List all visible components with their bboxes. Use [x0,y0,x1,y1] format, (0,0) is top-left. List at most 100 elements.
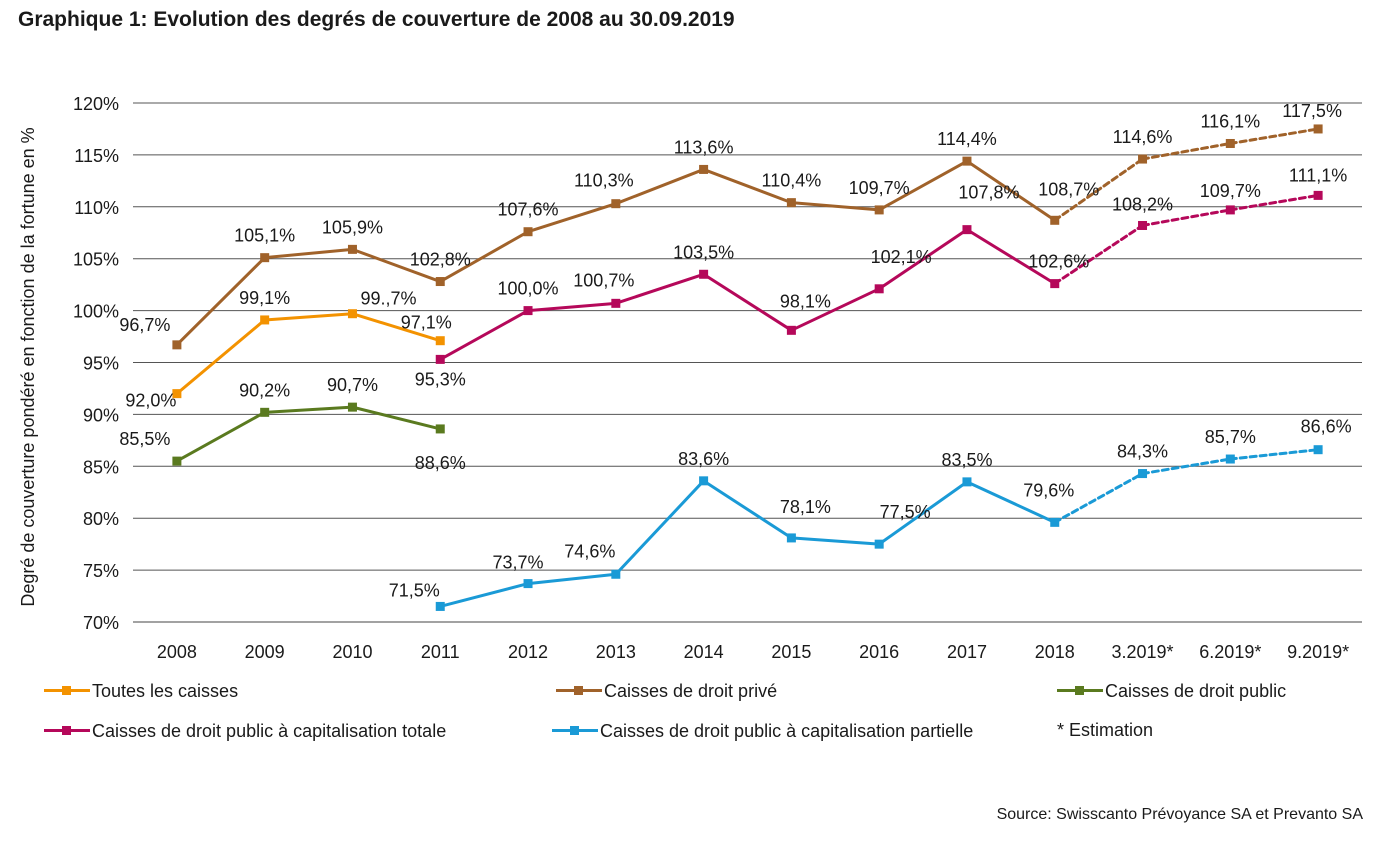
data-point [172,389,182,399]
series-line-segment [789,536,881,546]
legend-item-public-partielle: Caisses de droit public à capitalisation… [552,719,973,743]
data-label: 99,1% [239,288,290,308]
data-label: 90,7% [327,375,378,395]
series-line-segment [263,247,354,260]
data-point [1313,190,1323,200]
data-label: 102,6% [1028,252,1089,272]
x-tick-label: 2016 [859,642,899,662]
data-point [172,340,182,350]
series-line-segment [438,230,530,284]
series-line-segment [438,309,530,361]
data-point [260,315,270,325]
y-tick-label: 110% [74,198,119,218]
series-line-segment [614,272,706,305]
data-label: 71,5% [389,580,440,600]
x-tick-label: 9.2019* [1287,642,1349,662]
data-label: 84,3% [1117,442,1168,462]
data-point [1050,215,1060,225]
data-point [1138,154,1148,164]
data-point [874,205,884,215]
legend-swatch [552,719,598,743]
data-point [611,298,621,308]
y-tick-label: 90% [83,405,119,425]
data-label: 90,2% [239,380,290,400]
data-label: 109,7% [1200,181,1261,201]
data-point [435,336,445,346]
y-tick-label: 120% [73,94,119,114]
legend-swatch [1057,679,1103,703]
series-line-segment [789,287,881,332]
series-line-segment [175,318,267,396]
data-point [874,539,884,549]
series-line-segment [526,301,618,313]
data-label: 99.,7% [360,289,416,309]
data-label: 107,8% [958,183,1019,203]
legend-swatch [44,679,90,703]
y-tick-label: 95% [83,354,119,374]
y-tick-label: 105% [73,250,119,270]
data-label: 111,1% [1289,165,1347,185]
series-markers [172,124,1323,611]
x-tick-label: 2011 [421,642,460,662]
data-label: 97,1% [401,313,452,333]
data-label: 100,7% [573,270,634,290]
data-point [435,277,445,287]
series-lines [175,127,1320,608]
y-tick-label: 70% [83,613,119,633]
data-label: 114,6% [1113,127,1173,147]
data-point [347,244,357,254]
data-point [786,198,796,208]
series-line-segment [965,228,1057,286]
series-line-segment [263,312,354,322]
data-label: 88,6% [415,453,466,473]
x-tick-label: 2015 [771,642,811,662]
y-tick-label: 115% [74,146,119,166]
data-point [1050,279,1060,289]
data-point [962,225,972,235]
data-label: 86,6% [1301,417,1352,437]
data-label: 92,0% [125,391,176,411]
legend-swatch [556,679,602,703]
data-label: 83,5% [941,450,992,470]
data-point [1225,205,1235,215]
series-line-segment [965,159,1057,222]
data-point [523,227,533,237]
data-point [1313,445,1323,455]
series-line-segment [877,159,969,212]
series-line-segment [1228,448,1320,461]
x-tick-label: 2013 [596,642,636,662]
series-line-segment [175,256,267,347]
legend-label: Caisses de droit public à capitalisation… [92,720,447,741]
series-line-segment [877,480,969,546]
x-tick-label: 2010 [332,642,372,662]
data-label: 113,6% [674,137,734,157]
x-tick-label: 2014 [684,642,724,662]
data-point [699,269,709,279]
series-line-segment [1141,208,1232,227]
series-line-segment [1141,457,1232,476]
x-axis-ticks: 2008 2009 2010 2011 2012 2013 2014 2015 2016 2017… [157,642,1349,662]
data-label: 74,6% [564,541,615,561]
data-label: 103,5% [673,242,734,262]
data-point [962,156,972,166]
series-line-segment [1141,141,1232,161]
gridlines [133,102,1362,623]
data-label: 102,1% [871,247,932,267]
data-point [435,601,445,611]
x-tick-label: 2018 [1035,642,1075,662]
data-label: 85,7% [1205,427,1256,447]
data-label: 78,1% [780,497,831,517]
series-line-segment [702,479,793,540]
legend-item-toutes: Toutes les caisses [44,679,238,703]
data-label: 108,7% [1038,179,1099,199]
source-note: Source: Swisscanto Prévoyance SA et Prev… [996,806,1363,823]
series-line-segment [350,405,442,431]
data-label: 110,3% [574,171,634,191]
data-point [699,164,709,174]
data-label: 116,1% [1200,111,1260,131]
data-point [172,456,182,466]
series-line-segment [614,479,706,576]
series-line-segment [526,202,618,234]
x-tick-label: 2017 [947,642,987,662]
series-line-segment [350,312,442,343]
